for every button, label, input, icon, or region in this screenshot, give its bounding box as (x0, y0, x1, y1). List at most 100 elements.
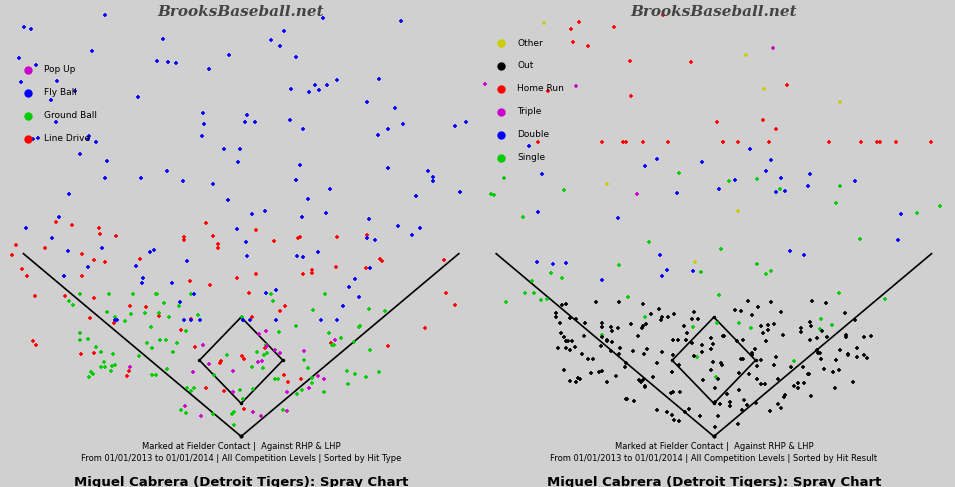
Point (182, 277, 198, 285)
Point (764, 299, 779, 306)
Point (264, 37, 279, 44)
Point (421, 167, 436, 175)
Point (617, 363, 632, 371)
Point (196, 341, 211, 349)
Point (594, 367, 609, 375)
Point (453, 187, 468, 195)
Point (244, 409, 260, 416)
Point (638, 382, 653, 390)
Point (293, 233, 308, 241)
Point (654, 348, 669, 356)
Point (802, 371, 817, 378)
Point (764, 267, 779, 275)
Point (80, 335, 96, 343)
Point (307, 81, 322, 89)
Point (849, 353, 864, 361)
Point (340, 367, 355, 375)
Point (159, 336, 174, 344)
Point (707, 384, 722, 392)
Point (750, 260, 765, 268)
Point (426, 177, 441, 185)
Point (258, 207, 273, 215)
Point (103, 367, 118, 375)
Point (177, 316, 192, 323)
Point (26, 135, 41, 143)
Point (244, 363, 260, 371)
Point (639, 345, 654, 353)
Text: Miguel Cabrera (Detroit Tigers): Spray Chart: Miguel Cabrera (Detroit Tigers): Spray C… (546, 476, 881, 487)
Point (802, 170, 817, 178)
Point (833, 98, 848, 106)
Point (159, 366, 175, 374)
Point (52, 213, 67, 221)
Point (545, 260, 561, 268)
Point (225, 367, 241, 375)
Point (613, 344, 628, 352)
Point (225, 389, 241, 396)
Point (279, 407, 294, 415)
Point (57, 292, 73, 300)
Text: BrooksBaseball.net: BrooksBaseball.net (630, 5, 797, 19)
Point (48, 118, 63, 126)
Text: Marked at Fielder Contact |  Against RHP & LHP: Marked at Fielder Contact | Against RHP … (142, 442, 340, 451)
Point (794, 328, 809, 336)
Point (774, 308, 789, 316)
Point (748, 399, 763, 407)
Point (728, 176, 743, 184)
Point (82, 315, 97, 322)
Point (530, 208, 545, 216)
Point (687, 308, 702, 316)
Point (758, 167, 774, 175)
Point (97, 363, 113, 371)
Point (637, 162, 652, 170)
Point (562, 377, 578, 385)
Point (766, 44, 781, 52)
Point (258, 344, 273, 352)
Point (305, 306, 320, 314)
Point (359, 374, 374, 381)
Point (802, 336, 817, 344)
Point (561, 337, 576, 345)
Point (742, 146, 757, 153)
Point (766, 361, 781, 369)
Point (232, 145, 247, 153)
Point (543, 269, 559, 277)
Point (630, 332, 646, 340)
Point (190, 311, 205, 319)
Point (264, 291, 279, 299)
Point (84, 47, 99, 55)
Point (800, 370, 816, 377)
Point (145, 344, 160, 352)
Point (660, 408, 675, 416)
Point (739, 401, 754, 409)
Point (270, 375, 286, 383)
Point (176, 177, 191, 185)
Point (288, 176, 304, 184)
Point (749, 175, 764, 183)
Point (150, 290, 165, 298)
Point (540, 295, 555, 303)
Point (275, 407, 290, 414)
Point (172, 298, 187, 306)
Point (260, 350, 275, 357)
Point (496, 174, 511, 182)
Point (755, 115, 771, 123)
Point (391, 223, 406, 230)
Point (745, 311, 760, 319)
Point (251, 330, 266, 338)
Point (847, 177, 862, 185)
Point (74, 250, 90, 258)
Point (741, 298, 756, 305)
Point (304, 266, 319, 274)
Point (685, 323, 700, 331)
Point (684, 58, 699, 66)
Point (96, 358, 112, 366)
Point (735, 336, 751, 343)
Point (600, 337, 615, 344)
Point (328, 337, 343, 344)
Point (28, 61, 43, 69)
Point (690, 315, 706, 323)
Point (73, 350, 88, 357)
Point (585, 355, 601, 363)
Point (551, 344, 566, 352)
